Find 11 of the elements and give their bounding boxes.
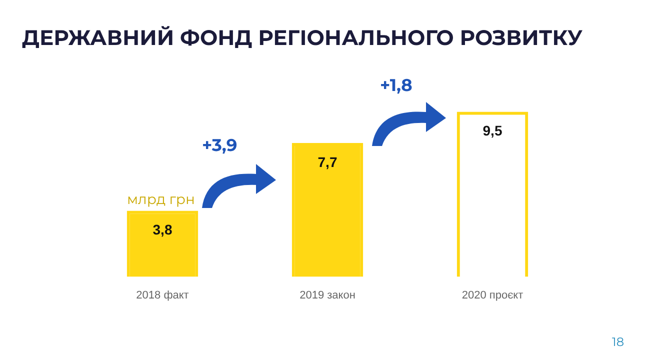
x-tick-label: 2019 закон	[300, 289, 356, 302]
chart-title: ДЕРЖАВНИЙ ФОНД РЕГІОНАЛЬНОГО РОЗВИТКУ	[22, 26, 583, 51]
text: 18	[612, 335, 624, 350]
data-label: 9,5	[482, 122, 502, 139]
x-tick-label: 2020 проєкт	[462, 289, 524, 302]
annotation: млрд грн	[127, 190, 195, 208]
data-label: 3,8	[152, 222, 172, 238]
x-tick-label: 2018 факт	[136, 289, 189, 302]
data-label: 7,7	[318, 154, 338, 170]
text: +1,8	[380, 76, 412, 96]
annotation: +3,9	[202, 136, 238, 156]
